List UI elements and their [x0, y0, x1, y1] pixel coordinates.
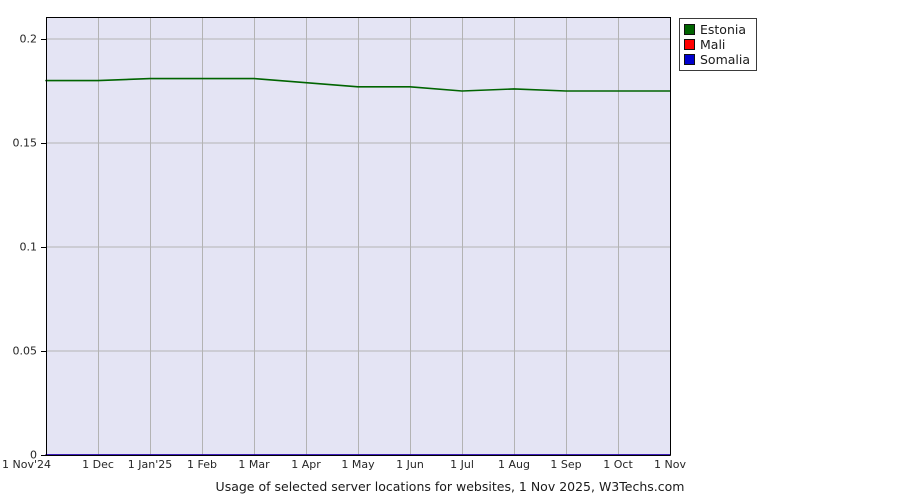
chart-legend: Estonia Mali Somalia — [679, 18, 758, 71]
x-axis-tick-label: 1 Oct — [603, 458, 633, 471]
legend-swatch-icon — [684, 24, 695, 35]
y-axis-tick-label: 0.05 — [12, 344, 38, 358]
axis-lines — [45, 16, 672, 457]
chart-caption: Usage of selected server locations for w… — [215, 479, 685, 494]
legend-item-label: Estonia — [700, 22, 747, 37]
x-axis-tick-label: 1 Mar — [238, 458, 270, 471]
x-axis-tick-label: 1 Aug — [498, 458, 530, 471]
y-axis-tick-label: 0 — [30, 448, 37, 462]
x-axis-tick-label: 1 Dec — [82, 458, 114, 471]
axis-ticks — [41, 38, 46, 457]
series-line-estonia — [45, 77, 671, 92]
x-axis-tick-label: 1 Sep — [550, 458, 582, 471]
y-axis-tick-label: 0.15 — [12, 136, 38, 150]
x-axis-tick-label: 1 Jan'25 — [127, 458, 173, 471]
legend-item-mali[interactable]: Mali — [684, 37, 750, 52]
x-axis-tick-label: 1 Feb — [187, 458, 217, 471]
grid-lines — [46, 17, 670, 455]
x-axis-tick-label: 1 Nov'24 — [2, 458, 51, 471]
legend-item-estonia[interactable]: Estonia — [684, 22, 750, 37]
x-axis-tick-label: 1 Apr — [291, 458, 321, 471]
x-axis-tick-label: 1 Jul — [450, 458, 474, 471]
x-axis-tick-label: 1 Jun — [396, 458, 424, 471]
legend-item-label: Mali — [700, 37, 726, 52]
legend-item-somalia[interactable]: Somalia — [684, 52, 750, 67]
legend-swatch-icon — [684, 39, 695, 50]
x-axis-tick-label: 1 May — [341, 458, 375, 471]
legend-item-label: Somalia — [700, 52, 751, 67]
legend-swatch-icon — [684, 54, 695, 65]
y-axis-tick-label: 0.1 — [19, 240, 38, 254]
y-axis-tick-label: 0.2 — [19, 32, 38, 46]
x-axis-tick-label: 1 Nov — [654, 458, 686, 471]
